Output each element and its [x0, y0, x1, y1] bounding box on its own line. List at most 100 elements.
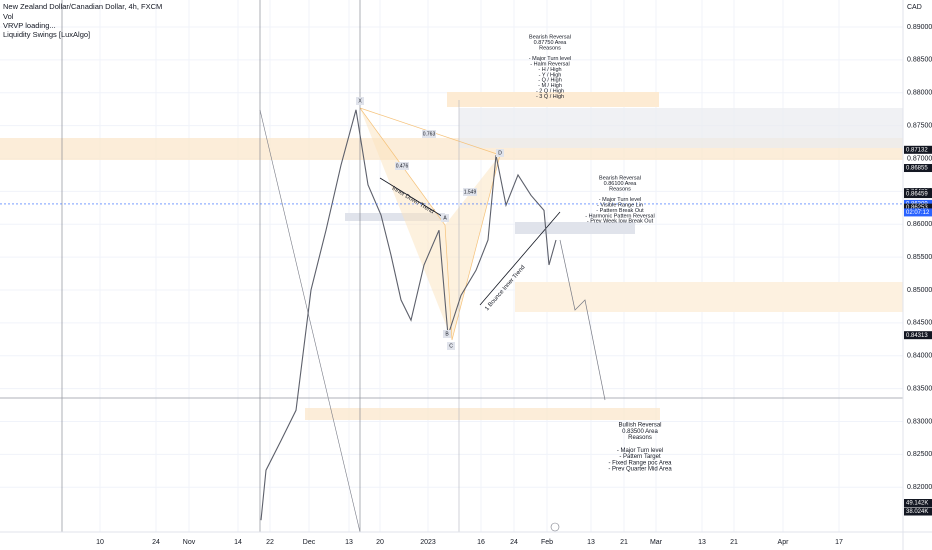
range-box — [459, 108, 903, 148]
trend-line — [259, 109, 361, 533]
symbol-title: New Zealand Dollar/Canadian Dollar, 4h, … — [3, 2, 162, 11]
volume-tag-bg — [904, 507, 932, 516]
x-tick-label: 10 — [96, 539, 104, 546]
annotation-line: - Fixed Range poc Area — [608, 460, 672, 466]
x-tick-label: 21 — [620, 539, 628, 546]
annotation-line: Reasons — [609, 186, 631, 192]
annotation-line: 0.87750 Area — [534, 40, 568, 46]
annotation-line: - Y / High — [539, 72, 562, 78]
price-tag-bg — [904, 331, 932, 340]
y-tick-label: 0.83000 — [907, 418, 932, 425]
price-axis — [903, 0, 932, 550]
pattern-point-bg — [441, 214, 449, 222]
x-tick-label: 21 — [730, 539, 738, 546]
volume-tag-bg — [904, 499, 932, 507]
annotation-line: - Major Turn level — [617, 448, 663, 454]
x-tick-label: 13 — [698, 539, 706, 546]
ratio-bg — [422, 130, 436, 138]
annotation-line: - Q / High — [538, 78, 562, 84]
annotation-line: - Harmonic Pattern Reversal — [585, 213, 654, 219]
price-tag-bg — [904, 164, 932, 173]
annotation-line: - 3 Q / High — [536, 94, 564, 100]
range-box — [345, 213, 445, 221]
price-tag: 0.84313 — [906, 333, 928, 339]
ratio: 1.549 — [464, 189, 477, 195]
ratio-bg — [463, 188, 477, 196]
x-tick-label: 22 — [266, 539, 274, 546]
x-tick-label: 24 — [510, 539, 518, 546]
price-tag: 0.86459 — [906, 192, 928, 198]
annotation-line: Bullish Reversal — [618, 423, 661, 429]
annotation-line: - Pattern Target — [619, 454, 661, 460]
price-tag: 0.86253 — [906, 205, 928, 211]
y-tick-label: 0.88000 — [907, 90, 932, 97]
price-tag-bg — [904, 190, 932, 199]
volume-tag: 49.142K — [906, 501, 928, 507]
pattern-point: B — [445, 331, 449, 337]
demand-zone — [305, 408, 660, 420]
annotation-line: Reasons — [628, 435, 652, 441]
x-tick-label: Mar — [650, 539, 663, 546]
x-tick-label: 13 — [345, 539, 353, 546]
indicator-label: Liquidity Swings [LuxAlgo] — [3, 30, 90, 39]
x-tick-label: Apr — [778, 539, 790, 546]
price-tag: 0.87132 — [906, 147, 928, 153]
pattern-point: C — [449, 343, 453, 349]
annotation-line: Bearish Reversal — [529, 34, 571, 40]
countdown: 02:07:12 — [906, 210, 930, 216]
annotation-line: - M / High — [538, 83, 562, 89]
pattern-point-bg — [356, 97, 364, 105]
x-tick-label: 17 — [835, 539, 843, 546]
x-tick-label: 20 — [376, 539, 384, 546]
y-tick-label: 0.85500 — [907, 254, 932, 261]
price-tag: 0.86855 — [906, 166, 928, 172]
x-tick-label: 2023 — [420, 539, 436, 546]
annotation-line: - Major Turn level — [529, 56, 572, 62]
annotation-line: - Major Turn level — [599, 197, 642, 203]
ratio: 0.763 — [423, 131, 436, 137]
x-tick-label: 13 — [587, 539, 595, 546]
x-tick-label: 24 — [152, 539, 160, 546]
trend-line — [379, 177, 446, 219]
pattern-point: D — [498, 150, 502, 156]
y-tick-label: 0.84000 — [907, 353, 932, 360]
ratio-bg — [395, 162, 409, 170]
y-tick-label: 0.85000 — [907, 287, 932, 294]
annotation-line: - H / High — [538, 67, 561, 73]
y-tick-label: 0.82000 — [907, 484, 932, 491]
annotation-line: - Pattern Break Out — [596, 208, 644, 214]
event-icon — [550, 522, 560, 532]
volume-tag: 38.024K — [906, 509, 928, 515]
x-tick-label: 14 — [234, 539, 242, 546]
y-tick-label: 0.88500 — [907, 57, 932, 64]
trend-line — [479, 211, 561, 306]
y-tick-label: 0.87000 — [907, 155, 932, 162]
indicator-label: Vol — [3, 12, 14, 21]
projection — [559, 239, 606, 401]
ratio: 0.476 — [396, 163, 409, 169]
y-tick-label: 0.84500 — [907, 320, 932, 327]
annotation-line: - 2 Q / High — [536, 88, 564, 94]
x-tick-label: Dec — [303, 539, 316, 546]
pattern-point: A — [443, 215, 447, 221]
y-tick-label: 0.89000 — [907, 24, 932, 31]
annotation-line: 0.86100 Area — [604, 181, 638, 187]
annotation-line: - Prev Quarter Mid Area — [608, 467, 672, 473]
x-tick-label: Feb — [541, 539, 553, 546]
pattern-point-bg — [443, 330, 451, 338]
harmonic-lines — [359, 107, 501, 341]
price-line — [260, 109, 557, 521]
y-tick-label: 0.87500 — [907, 122, 932, 129]
currency-label: CAD — [907, 4, 922, 11]
y-tick-label: 0.82500 — [907, 451, 932, 458]
pattern-point: X — [358, 98, 362, 104]
y-tick-label: 0.86000 — [907, 221, 932, 228]
annotation-line: - Prev Week low Break Out — [587, 219, 654, 225]
price-tag-bg — [904, 203, 932, 212]
annotation-line: Bearish Reversal — [599, 175, 641, 181]
demand-zone — [515, 282, 903, 312]
annotation-line: Reasons — [539, 45, 561, 51]
annotation-line: - Halm Reversal — [530, 61, 569, 67]
x-tick-label: 16 — [477, 539, 485, 546]
